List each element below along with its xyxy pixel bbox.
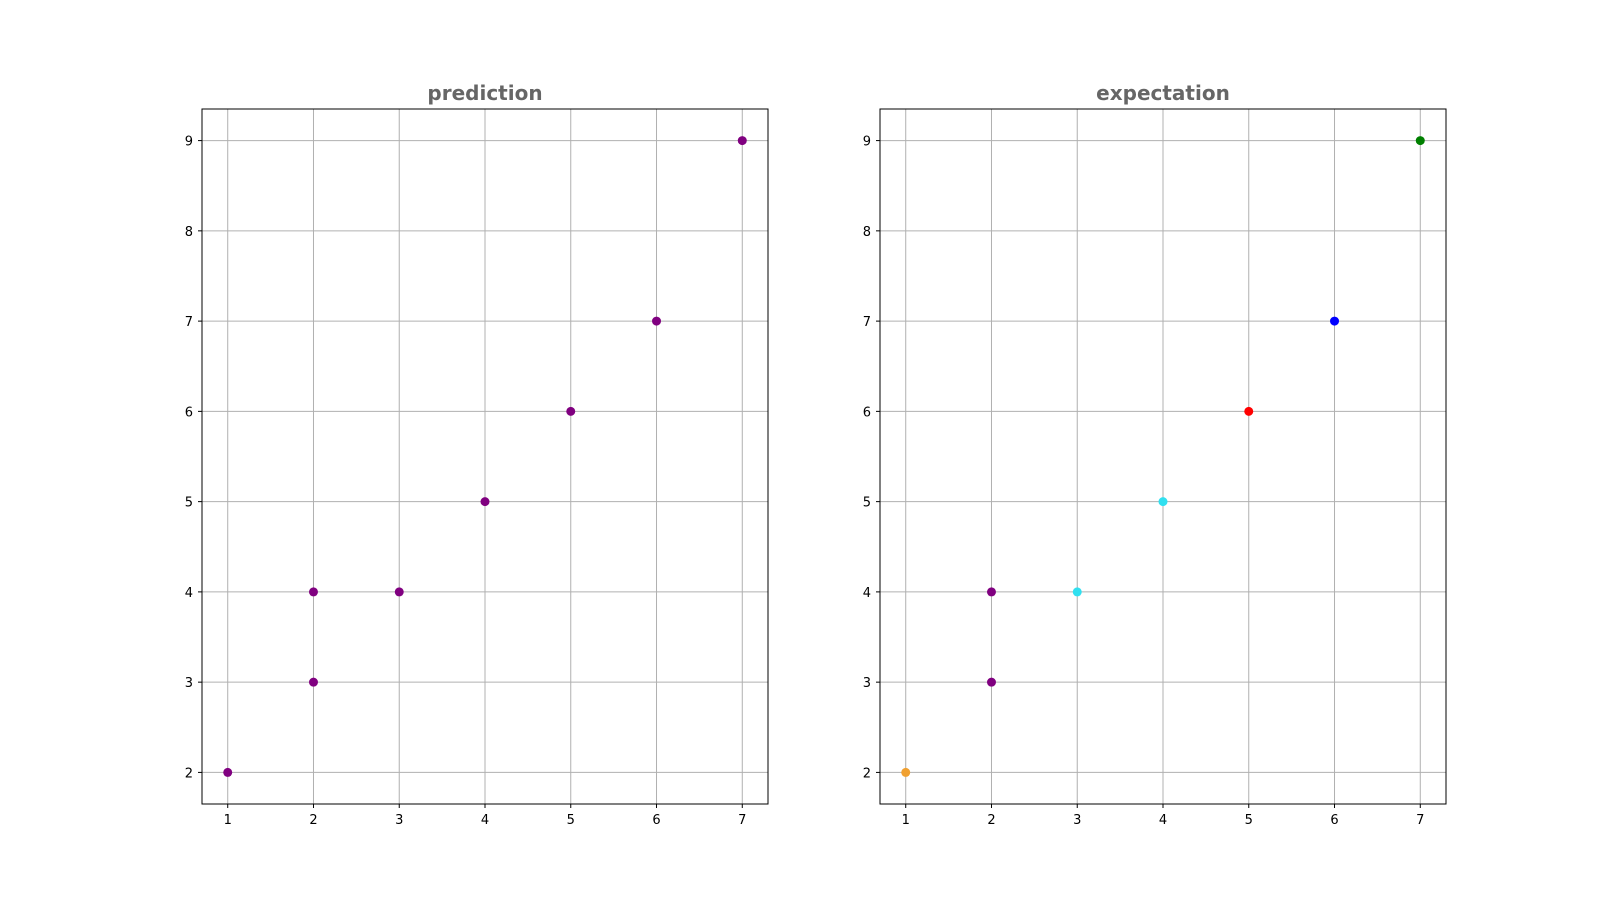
x-tick-label: 3 bbox=[395, 813, 403, 828]
expectation-chart: 1 2 3 4 5 6 7 2 3 4 5 6 7 8 9 expectation bbox=[863, 81, 1447, 828]
y-tick-label: 4 bbox=[185, 586, 193, 601]
x-tick-label: 5 bbox=[1245, 813, 1253, 828]
data-point bbox=[394, 587, 404, 597]
y-tick-label: 2 bbox=[185, 766, 193, 781]
x-axis: 1 2 3 4 5 6 7 bbox=[224, 804, 746, 828]
data-points bbox=[223, 136, 747, 777]
data-point bbox=[986, 677, 996, 687]
x-tick-label: 4 bbox=[481, 813, 489, 828]
data-point bbox=[1244, 406, 1254, 416]
y-axis: 2 3 4 5 6 7 8 9 bbox=[863, 135, 880, 781]
y-tick-label: 4 bbox=[863, 586, 871, 601]
y-tick-label: 7 bbox=[185, 315, 193, 330]
x-axis: 1 2 3 4 5 6 7 bbox=[902, 804, 1424, 828]
x-tick-label: 3 bbox=[1073, 813, 1081, 828]
data-point bbox=[1072, 587, 1082, 597]
x-tick-label: 4 bbox=[1159, 813, 1167, 828]
data-point bbox=[652, 316, 662, 326]
data-point bbox=[1330, 316, 1340, 326]
y-tick-label: 5 bbox=[863, 496, 871, 511]
data-point bbox=[737, 136, 747, 146]
x-tick-label: 6 bbox=[1330, 813, 1338, 828]
data-point bbox=[1415, 136, 1425, 146]
data-point bbox=[308, 587, 318, 597]
data-point bbox=[480, 497, 490, 507]
x-tick-label: 2 bbox=[987, 813, 995, 828]
chart-title: prediction bbox=[427, 81, 542, 105]
y-tick-label: 9 bbox=[185, 135, 193, 150]
data-point bbox=[1158, 497, 1168, 507]
x-tick-label: 7 bbox=[738, 813, 746, 828]
chart-title: expectation bbox=[1096, 81, 1230, 105]
y-tick-label: 8 bbox=[185, 225, 193, 240]
grid bbox=[202, 109, 768, 804]
y-tick-label: 8 bbox=[863, 225, 871, 240]
data-point bbox=[986, 587, 996, 597]
x-tick-label: 5 bbox=[567, 813, 575, 828]
y-tick-label: 3 bbox=[863, 676, 871, 691]
y-tick-label: 3 bbox=[185, 676, 193, 691]
y-axis: 2 3 4 5 6 7 8 9 bbox=[185, 135, 202, 781]
data-point bbox=[223, 767, 233, 777]
grid bbox=[880, 109, 1446, 804]
x-tick-label: 6 bbox=[652, 813, 660, 828]
prediction-chart: 1 2 3 4 5 6 7 2 3 4 5 6 7 8 9 prediction bbox=[185, 81, 769, 828]
x-tick-label: 7 bbox=[1416, 813, 1424, 828]
x-tick-label: 1 bbox=[902, 813, 910, 828]
y-tick-label: 6 bbox=[863, 405, 871, 420]
y-tick-label: 5 bbox=[185, 496, 193, 511]
y-tick-label: 2 bbox=[863, 766, 871, 781]
data-point bbox=[901, 767, 911, 777]
x-tick-label: 2 bbox=[309, 813, 317, 828]
y-tick-label: 7 bbox=[863, 315, 871, 330]
y-tick-label: 9 bbox=[863, 135, 871, 150]
data-points bbox=[901, 136, 1425, 777]
y-tick-label: 6 bbox=[185, 405, 193, 420]
data-point bbox=[308, 677, 318, 687]
x-tick-label: 1 bbox=[224, 813, 232, 828]
data-point bbox=[566, 406, 576, 416]
